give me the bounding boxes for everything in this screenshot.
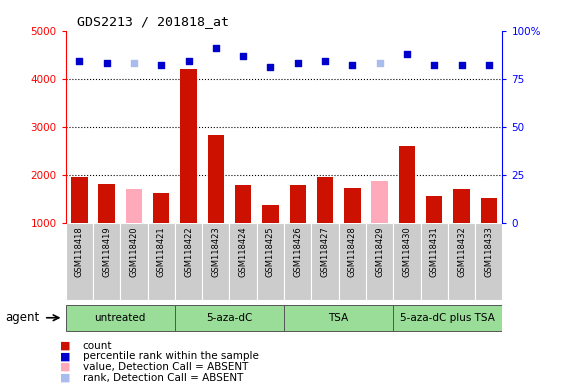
Bar <box>180 69 196 223</box>
Text: GSM118423: GSM118423 <box>211 227 220 277</box>
Text: GSM118418: GSM118418 <box>75 227 84 277</box>
Bar <box>235 185 251 223</box>
Text: GSM118429: GSM118429 <box>375 227 384 277</box>
Point <box>211 45 220 51</box>
Point <box>375 60 384 66</box>
Bar <box>393 305 502 331</box>
Point <box>239 53 248 59</box>
Text: GSM118432: GSM118432 <box>457 227 466 277</box>
Text: GSM118433: GSM118433 <box>484 227 493 277</box>
Text: count: count <box>83 341 112 351</box>
Text: GSM118420: GSM118420 <box>130 227 138 277</box>
Bar <box>289 185 306 223</box>
Text: untreated: untreated <box>95 313 146 323</box>
Bar <box>371 181 388 223</box>
Point <box>266 64 275 70</box>
Point <box>130 60 139 66</box>
Bar <box>284 305 393 331</box>
Bar <box>366 223 393 300</box>
Bar <box>317 177 333 223</box>
Point <box>75 58 84 65</box>
Bar <box>311 223 339 300</box>
Point <box>484 62 493 68</box>
Bar <box>421 223 448 300</box>
Bar <box>120 223 147 300</box>
Bar <box>71 177 87 223</box>
Bar <box>153 193 170 223</box>
Bar <box>202 223 230 300</box>
Bar <box>453 189 470 223</box>
Text: GSM118421: GSM118421 <box>156 227 166 277</box>
Point <box>348 62 357 68</box>
Bar <box>257 223 284 300</box>
Text: ■: ■ <box>60 362 70 372</box>
Bar <box>93 223 120 300</box>
Text: GSM118422: GSM118422 <box>184 227 193 277</box>
Bar <box>481 198 497 223</box>
Bar <box>393 223 421 300</box>
Point <box>156 62 166 68</box>
Bar <box>426 196 443 223</box>
Bar <box>339 223 366 300</box>
Text: GSM118419: GSM118419 <box>102 227 111 277</box>
Bar <box>126 189 142 223</box>
Text: GSM118424: GSM118424 <box>239 227 248 277</box>
Text: TSA: TSA <box>328 313 349 323</box>
Text: GSM118430: GSM118430 <box>403 227 412 277</box>
Bar <box>147 223 175 300</box>
Bar <box>66 223 93 300</box>
Text: value, Detection Call = ABSENT: value, Detection Call = ABSENT <box>83 362 248 372</box>
Point <box>102 60 111 66</box>
Bar <box>284 223 311 300</box>
Bar <box>344 188 360 223</box>
Bar <box>175 223 202 300</box>
Text: GSM118427: GSM118427 <box>320 227 329 277</box>
Text: rank, Detection Call = ABSENT: rank, Detection Call = ABSENT <box>83 373 243 383</box>
Text: ■: ■ <box>60 351 70 361</box>
Text: GSM118426: GSM118426 <box>293 227 302 277</box>
Point <box>293 60 302 66</box>
Bar <box>230 223 257 300</box>
Text: 5-aza-dC: 5-aza-dC <box>206 313 252 323</box>
Point <box>184 58 193 65</box>
Point <box>320 58 329 65</box>
Point <box>457 62 466 68</box>
Point <box>429 62 439 68</box>
Bar <box>98 184 115 223</box>
Bar <box>399 146 415 223</box>
Bar <box>262 205 279 223</box>
Text: 5-aza-dC plus TSA: 5-aza-dC plus TSA <box>400 313 495 323</box>
Text: GDS2213 / 201818_at: GDS2213 / 201818_at <box>77 15 229 28</box>
Bar <box>66 305 175 331</box>
Point <box>403 51 412 57</box>
Bar <box>208 136 224 223</box>
Text: ■: ■ <box>60 373 70 383</box>
Text: agent: agent <box>6 311 40 324</box>
Text: GSM118431: GSM118431 <box>430 227 439 277</box>
Text: GSM118425: GSM118425 <box>266 227 275 277</box>
Text: percentile rank within the sample: percentile rank within the sample <box>83 351 259 361</box>
Text: GSM118428: GSM118428 <box>348 227 357 277</box>
Text: ■: ■ <box>60 341 70 351</box>
Bar <box>475 223 502 300</box>
Bar <box>175 305 284 331</box>
Bar <box>448 223 475 300</box>
